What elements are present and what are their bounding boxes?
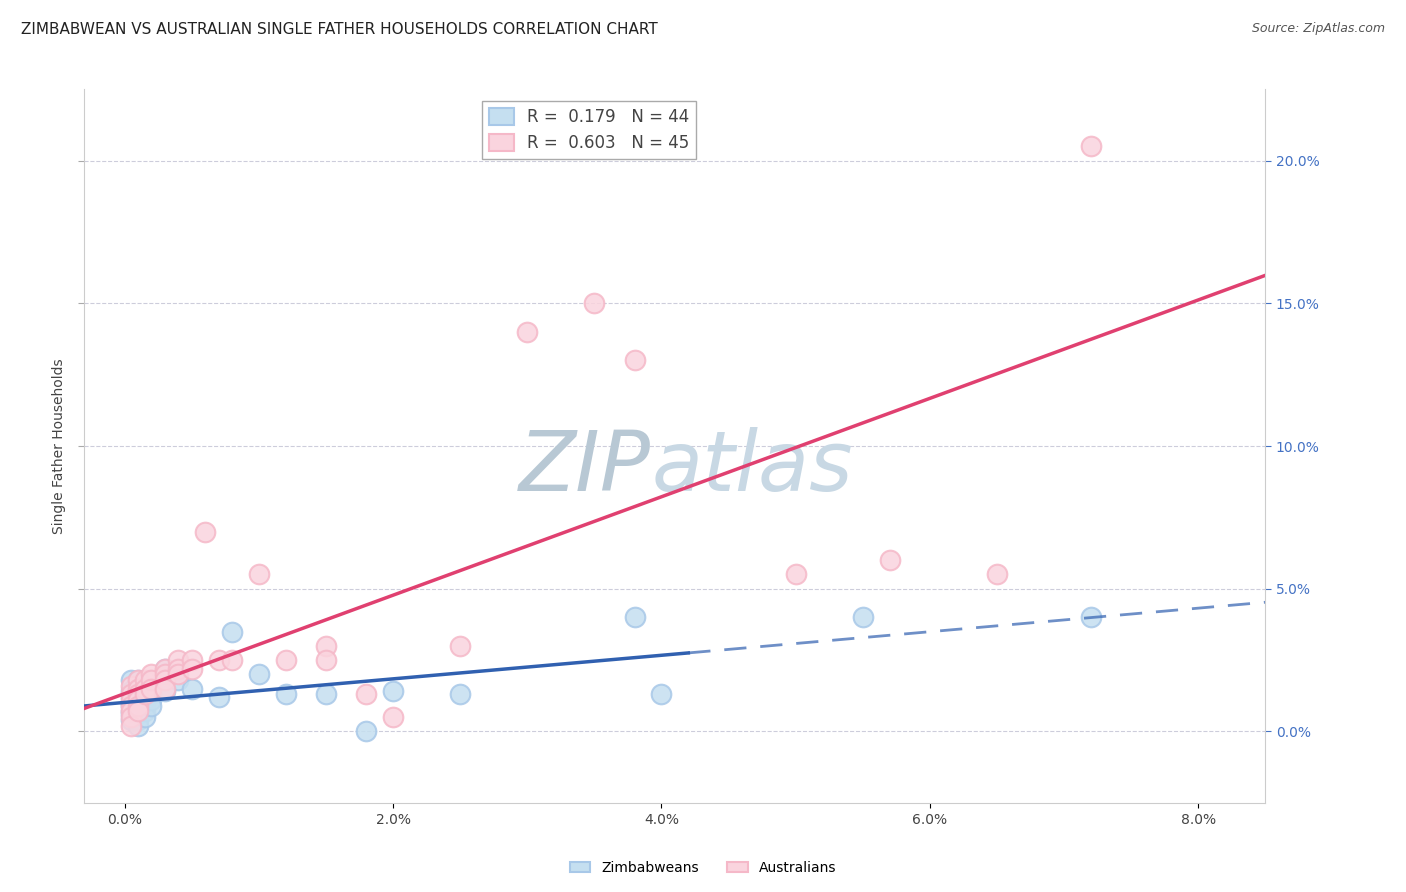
Point — [167, 673, 190, 687]
Point — [180, 662, 202, 676]
Point — [449, 639, 471, 653]
Point — [207, 653, 229, 667]
Point — [153, 662, 176, 676]
Point — [120, 707, 142, 722]
Point — [354, 724, 377, 739]
Legend: R =  0.179   N = 44, R =  0.603   N = 45: R = 0.179 N = 44, R = 0.603 N = 45 — [482, 101, 696, 159]
Point — [127, 681, 149, 696]
Point — [134, 705, 156, 719]
Point — [134, 681, 156, 696]
Point — [120, 679, 142, 693]
Point — [879, 553, 901, 567]
Point — [315, 653, 337, 667]
Text: Source: ZipAtlas.com: Source: ZipAtlas.com — [1251, 22, 1385, 36]
Point — [120, 710, 142, 724]
Point — [382, 684, 405, 698]
Point — [120, 698, 142, 713]
Point — [127, 696, 149, 710]
Point — [120, 690, 142, 705]
Point — [1080, 139, 1102, 153]
Point — [120, 719, 142, 733]
Point — [785, 567, 807, 582]
Point — [141, 693, 163, 707]
Point — [180, 653, 202, 667]
Point — [134, 687, 156, 701]
Point — [153, 662, 176, 676]
Point — [127, 673, 149, 687]
Point — [180, 681, 202, 696]
Point — [583, 296, 606, 310]
Point — [134, 710, 156, 724]
Point — [221, 653, 243, 667]
Point — [354, 687, 377, 701]
Point — [120, 698, 142, 713]
Point — [127, 707, 149, 722]
Point — [134, 673, 156, 687]
Point — [127, 673, 149, 687]
Point — [167, 653, 190, 667]
Point — [167, 667, 190, 681]
Point — [141, 687, 163, 701]
Point — [1080, 610, 1102, 624]
Point — [221, 624, 243, 639]
Point — [315, 639, 337, 653]
Point — [127, 681, 149, 696]
Point — [127, 705, 149, 719]
Text: ZIP: ZIP — [519, 427, 651, 508]
Point — [986, 567, 1008, 582]
Point — [153, 684, 176, 698]
Point — [127, 719, 149, 733]
Point — [167, 662, 190, 676]
Y-axis label: Single Father Households: Single Father Households — [52, 359, 66, 533]
Point — [207, 690, 229, 705]
Point — [134, 687, 156, 701]
Point — [382, 710, 405, 724]
Point — [134, 693, 156, 707]
Point — [120, 693, 142, 707]
Point — [120, 673, 142, 687]
Point — [120, 687, 142, 701]
Point — [127, 687, 149, 701]
Point — [134, 681, 156, 696]
Point — [120, 696, 142, 710]
Point — [153, 673, 176, 687]
Point — [120, 713, 142, 727]
Point — [247, 667, 270, 681]
Point — [449, 687, 471, 701]
Point — [127, 701, 149, 715]
Point — [127, 693, 149, 707]
Point — [852, 610, 875, 624]
Point — [141, 681, 163, 696]
Point — [141, 673, 163, 687]
Point — [127, 693, 149, 707]
Text: atlas: atlas — [651, 427, 853, 508]
Point — [623, 353, 645, 368]
Point — [274, 653, 297, 667]
Point — [315, 687, 337, 701]
Point — [127, 698, 149, 713]
Point — [127, 705, 149, 719]
Point — [141, 667, 163, 681]
Point — [141, 698, 163, 713]
Point — [274, 687, 297, 701]
Point — [127, 713, 149, 727]
Point — [120, 684, 142, 698]
Point — [650, 687, 672, 701]
Point — [120, 705, 142, 719]
Point — [134, 698, 156, 713]
Point — [516, 325, 538, 339]
Text: ZIMBABWEAN VS AUSTRALIAN SINGLE FATHER HOUSEHOLDS CORRELATION CHART: ZIMBABWEAN VS AUSTRALIAN SINGLE FATHER H… — [21, 22, 658, 37]
Legend: Zimbabweans, Australians: Zimbabweans, Australians — [564, 855, 842, 880]
Point — [127, 687, 149, 701]
Point — [247, 567, 270, 582]
Point — [623, 610, 645, 624]
Point — [127, 698, 149, 713]
Point — [153, 667, 176, 681]
Point — [120, 705, 142, 719]
Point — [153, 681, 176, 696]
Point — [194, 524, 217, 539]
